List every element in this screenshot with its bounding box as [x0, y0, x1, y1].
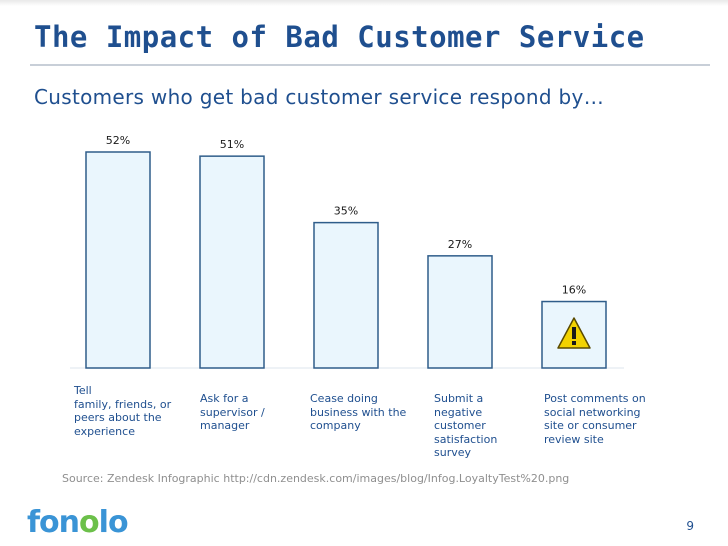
category-label-line: customer	[434, 419, 486, 432]
category-label-line: Ask for a	[200, 392, 249, 405]
logo-text-right: lo	[98, 505, 129, 540]
category-label-2: Ask for a supervisor / manager	[200, 392, 298, 433]
value-label-4: 27%	[448, 238, 472, 251]
category-label-5: Post comments on social networking site or…	[544, 392, 674, 446]
header-stripe	[0, 0, 728, 6]
category-label-line: satisfaction	[434, 432, 498, 446]
category-label-line: site or consumer	[544, 419, 637, 432]
category-label-line: Cease doing	[310, 392, 378, 405]
category-label-line: review site	[544, 432, 604, 446]
category-label-3: Cease doing business with the company	[310, 392, 422, 433]
value-label-2: 51%	[220, 138, 244, 151]
value-label-1: 52%	[106, 134, 130, 147]
source-citation: Source: Zendesk Infographic http://cdn.z…	[62, 472, 570, 485]
value-label-3: 35%	[334, 205, 358, 218]
bar-1	[85, 151, 151, 369]
category-label-line: survey	[434, 446, 472, 459]
title-divider	[30, 64, 710, 66]
category-label-line: Post comments on	[544, 392, 646, 405]
logo-text-eye: o	[79, 505, 100, 540]
category-label-1: Tell family, friends, or peers about the ex…	[74, 384, 186, 438]
category-label-line: supervisor /	[200, 405, 265, 419]
warning-icon	[557, 317, 591, 349]
category-label-line: business with the	[310, 405, 407, 419]
category-label-line: negative	[434, 405, 483, 419]
category-label-line: manager	[200, 419, 250, 432]
category-label-line: experience	[74, 424, 135, 438]
bar-2	[199, 155, 265, 369]
bar-3	[313, 221, 379, 369]
page-number: 9	[686, 519, 694, 533]
category-label-line: peers about the	[74, 411, 162, 424]
category-label-4: Submit a negative customer satisfaction surv…	[434, 392, 526, 460]
chart-subtitle: Customers who get bad customer service r…	[34, 85, 604, 109]
category-label-line: Submit a	[434, 392, 484, 405]
category-label-line: social networking	[544, 405, 641, 419]
bar-4	[427, 255, 493, 369]
logo-text-left: fon	[27, 505, 80, 540]
value-label-5: 16%	[562, 284, 586, 297]
category-label-line: family, friends, or	[74, 397, 172, 411]
category-label-line: company	[310, 419, 361, 432]
fonolo-logo: fonolo	[27, 505, 129, 540]
page-title: The Impact of Bad Customer Service	[34, 20, 645, 54]
category-label-line: Tell	[74, 384, 92, 397]
